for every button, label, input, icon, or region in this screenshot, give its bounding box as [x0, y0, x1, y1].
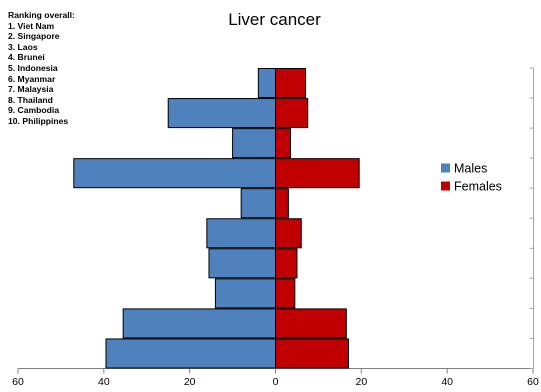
ranking-panel: Ranking overall: 1. Viet Nam 2. Singapor…	[8, 10, 75, 127]
legend-label-females: Females	[454, 180, 502, 194]
ranking-item: 6. Myanmar	[8, 73, 56, 84]
female-bar-philippines	[275, 338, 349, 369]
ranking-heading: Ranking overall:	[8, 10, 75, 20]
x-tick-label: 20	[355, 376, 367, 388]
male-bar-philippines	[105, 338, 276, 369]
x-tick-label: 40	[441, 376, 453, 388]
x-tick-label: 20	[184, 376, 196, 388]
ranking-item: 2. Singapore	[8, 31, 60, 42]
male-bar-malaysia	[208, 248, 277, 279]
ranking-item: 3. Laos	[8, 41, 38, 52]
x-tick-label: 60	[12, 376, 24, 388]
male-bar-viet-nam	[257, 68, 277, 99]
legend-swatch-females	[441, 181, 450, 191]
male-bar-brunei	[73, 158, 276, 189]
male-bar-indonesia	[240, 188, 277, 219]
ranking-item: 7. Malaysia	[8, 84, 54, 95]
male-bar-myanmar	[206, 218, 276, 249]
female-bar-cambodia	[275, 308, 347, 339]
female-bar-laos	[275, 128, 292, 159]
ranking-item: 1. Viet Nam	[8, 20, 55, 31]
female-bar-singapore	[275, 98, 309, 129]
ranking-item: 8. Thailand	[8, 94, 53, 105]
x-tick-label: 40	[98, 376, 110, 388]
female-bar-viet-nam	[275, 68, 307, 99]
ranking-item: 10. Philippines	[8, 115, 69, 126]
female-bar-myanmar	[275, 218, 302, 249]
female-bar-brunei	[275, 158, 360, 189]
chart-title: Liver cancer	[228, 10, 321, 29]
male-bar-laos	[232, 128, 276, 159]
x-tick-label: 60	[527, 376, 539, 388]
male-bar-thailand	[214, 278, 277, 309]
male-bar-singapore	[167, 98, 276, 129]
legend-label-males: Males	[454, 162, 487, 176]
female-bar-malaysia	[275, 248, 298, 279]
male-bar-cambodia	[122, 308, 277, 339]
female-bar-thailand	[275, 278, 296, 309]
female-bar-indonesia	[275, 188, 289, 219]
legend-swatch-males	[441, 163, 450, 173]
x-tick-label: 0	[273, 376, 279, 388]
ranking-item: 4. Brunei	[8, 52, 45, 63]
ranking-item: 5. Indonesia	[8, 62, 58, 73]
ranking-item: 9. Cambodia	[8, 105, 60, 116]
